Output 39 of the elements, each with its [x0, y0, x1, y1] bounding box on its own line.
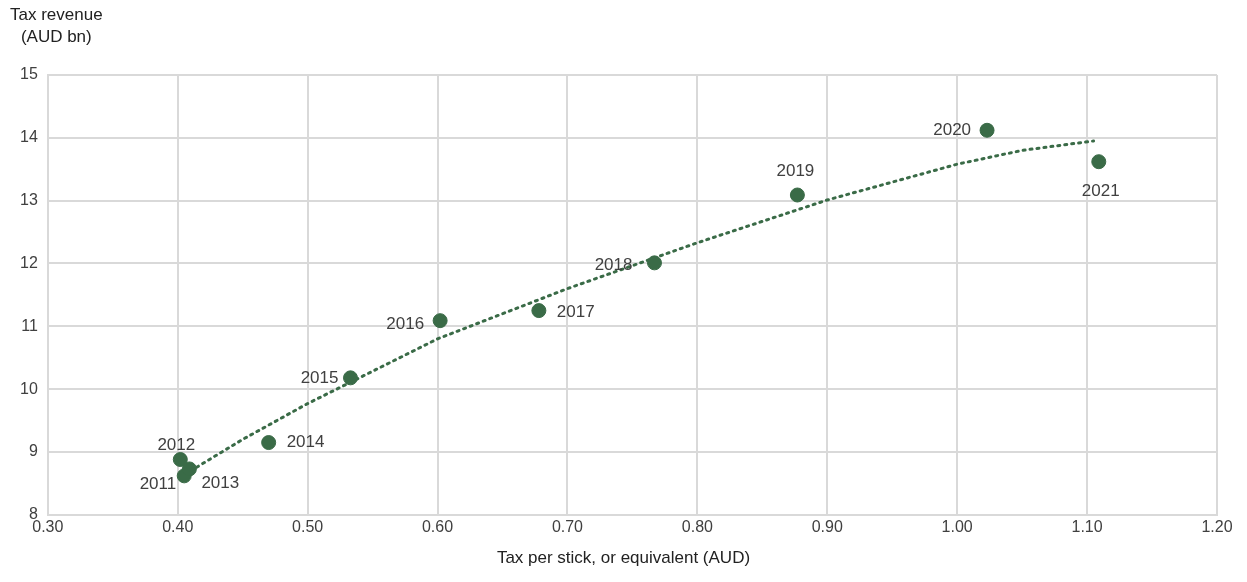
- point: [172, 452, 188, 468]
- x-tick-label: 0.50: [292, 517, 324, 535]
- annotation: 2014: [286, 432, 325, 452]
- y-tick-label: 12: [20, 253, 38, 271]
- y-axis-title: Tax revenue (AUD bn): [10, 4, 103, 48]
- x-tick-label: 0.40: [162, 517, 194, 535]
- annotation: 2020: [933, 119, 972, 139]
- annotation: 2013: [201, 472, 240, 492]
- y-tick-label: 15: [20, 65, 38, 83]
- annotation: 2017: [556, 302, 595, 322]
- annotation: 2015: [300, 367, 339, 387]
- point: [181, 461, 197, 477]
- annotation: 2021: [1081, 181, 1120, 201]
- point: [261, 435, 277, 451]
- point: [432, 313, 448, 329]
- annotation: 2019: [776, 160, 815, 180]
- point: [646, 255, 662, 271]
- point: [1091, 154, 1107, 170]
- y-tick-label: 13: [20, 191, 38, 209]
- x-axis-title: Tax per stick, or equivalent (AUD): [495, 548, 752, 568]
- y-tick-label: 9: [28, 442, 38, 460]
- y-tick-label: 14: [20, 128, 38, 146]
- point: [789, 187, 805, 203]
- x-tick-label: 1.10: [1071, 517, 1103, 535]
- point: [979, 122, 995, 138]
- annotation: 2016: [386, 314, 425, 334]
- annotation: 2018: [594, 254, 633, 274]
- x-tick-label: 1.00: [941, 517, 973, 535]
- x-tick-label: 0.60: [421, 517, 454, 535]
- x-tick-label: 0.70: [551, 517, 584, 535]
- x-tick-label: 1.20: [1201, 517, 1233, 535]
- y-tick-label: 11: [21, 316, 38, 334]
- y-tick-label: 10: [20, 379, 38, 397]
- x-tick-label: 0.90: [811, 517, 843, 535]
- point: [342, 370, 358, 386]
- x-tick-label: 0.80: [681, 517, 714, 535]
- point: [531, 303, 547, 319]
- annotation: 2012: [157, 435, 196, 455]
- annotation: 2011: [139, 473, 177, 493]
